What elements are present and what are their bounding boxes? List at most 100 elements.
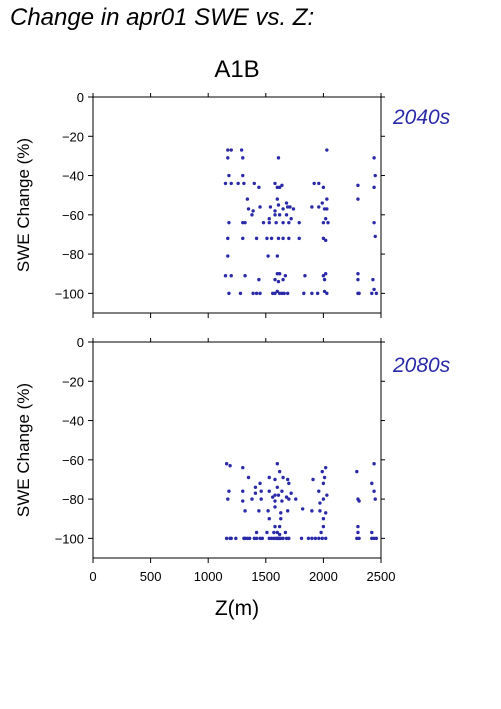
panel-1-data-point — [287, 220, 291, 225]
panel-2-xlabel: Z(m) — [215, 597, 259, 620]
panel-2-data-point — [356, 524, 360, 529]
panel-2-data-point — [273, 493, 277, 497]
panel-1-data-point — [297, 236, 301, 241]
panel-1-data-point — [252, 181, 256, 186]
panel-1-data-point — [357, 291, 361, 296]
panel-2-data-point — [273, 524, 277, 529]
panel-1-data-point — [223, 181, 228, 186]
panel-2-data-point — [267, 475, 271, 480]
panel-2-ytick-label: 0 — [77, 335, 84, 350]
panel-2-data-point — [320, 469, 324, 474]
panel-2-data-point — [294, 497, 298, 501]
panel-1-data-point — [273, 181, 277, 186]
panel-1-data-point — [281, 277, 285, 282]
panel-1-data-point — [273, 213, 277, 217]
panel-1-data-point — [267, 217, 271, 221]
panel-1-ytick-label: −40 — [62, 169, 84, 184]
panel-1-data-point — [356, 272, 360, 276]
panel-2-data-point — [271, 495, 275, 499]
panel-1-data-point — [258, 291, 262, 296]
panel-2-data-point — [228, 464, 232, 468]
panel-2-data-point — [373, 497, 377, 501]
panel-1-data-point — [356, 277, 360, 282]
panel-2-data-point — [280, 499, 284, 503]
panel-2-data-point — [241, 499, 245, 503]
panel-2-data-point — [234, 536, 238, 541]
panel-1-data-point — [326, 220, 330, 225]
panel-1-data-point — [322, 277, 327, 282]
panel-2-data-point — [370, 530, 374, 535]
panel-2-data-point — [279, 517, 283, 521]
panel-1-data-point — [275, 197, 280, 201]
panel-2-data-point — [243, 509, 247, 513]
panel-2-data-point — [287, 536, 291, 541]
panel-2-data-point — [311, 477, 315, 482]
panel-2-ylabel: SWE Change (%) — [14, 383, 33, 517]
panel-2-data-point — [306, 536, 311, 541]
panel-1-data-point — [321, 236, 326, 241]
panel-2-ytick-label: −60 — [62, 453, 84, 468]
panel-1-data-point — [276, 279, 281, 284]
panel-1-data-point — [241, 173, 245, 178]
panel-2-data-point — [310, 509, 314, 513]
panel-1-data-point — [275, 289, 280, 294]
panel-2-data-point — [247, 536, 252, 541]
panel-1-data-point — [374, 291, 379, 296]
panel-2-data-point — [250, 497, 254, 501]
panel-1-data-point — [251, 291, 255, 296]
panel-2-data-point — [254, 530, 259, 535]
panel-2-data-point — [265, 530, 269, 535]
panel-2-data-point — [322, 475, 327, 480]
panel-1-data-point — [269, 236, 274, 241]
panel-1-data-point — [241, 156, 245, 160]
panel-2-data-point — [300, 507, 305, 511]
panel-1-data-point — [243, 220, 247, 225]
panel-1-data-point — [276, 156, 281, 160]
panel-2-xtick-label: 2500 — [367, 569, 396, 584]
panel-2-data-point — [279, 511, 283, 515]
panel-2-data-point — [317, 489, 321, 493]
panel-2-data-point — [321, 481, 326, 486]
panel-1-data-point — [302, 291, 306, 296]
panel-2-data-point — [321, 524, 326, 529]
panel-2-data-point — [289, 491, 293, 495]
panel-1-data-point — [373, 234, 377, 239]
panel-2-xtick-label: 1000 — [194, 569, 223, 584]
panel-1-data-point — [324, 238, 328, 243]
panel-2-data-point — [285, 477, 290, 482]
panel-1-data-point — [275, 254, 280, 258]
panel-1-data-point — [310, 291, 314, 296]
panel-2-data-point — [273, 505, 277, 509]
panel-2-data-point — [318, 501, 322, 505]
panel-2-data-point — [320, 536, 324, 541]
panel-2-data-point — [258, 481, 262, 486]
panel-2-data-point — [259, 489, 263, 493]
panel-2-data-point — [374, 536, 379, 541]
panel-1-data-point — [239, 148, 244, 152]
panel-1-data-point — [257, 185, 261, 190]
panel-1-ytick-label: −100 — [55, 286, 84, 301]
panel-2-data-point — [276, 493, 281, 497]
panel-1-ytick-label: −20 — [62, 129, 84, 144]
panel-2-data-point — [370, 481, 374, 486]
panel-1-data-point — [373, 173, 377, 178]
panel-1-data-point — [310, 205, 314, 209]
panel-2-data-point — [318, 509, 322, 513]
panel-2-data-point — [224, 536, 229, 541]
panel-2-ytick-label: −100 — [55, 531, 84, 546]
panel-1-data-point — [283, 273, 288, 278]
panel-2-data-point — [273, 499, 277, 503]
panel-1-data-point — [226, 254, 230, 258]
panel-1-data-point — [282, 291, 286, 296]
panel-2-data-point — [259, 497, 263, 501]
panel-1-data-point — [372, 220, 376, 225]
panel-1-data-point — [261, 220, 266, 225]
panel-2-data-point — [241, 465, 245, 470]
panel-1-data-point — [227, 291, 231, 296]
panel-2-data-point — [321, 497, 326, 501]
panel-1-data-point — [288, 205, 292, 209]
panel-2-frame — [92, 341, 382, 559]
panel-1-ylabel: SWE Change (%) — [14, 138, 33, 272]
panel-1-data-point — [236, 181, 240, 186]
